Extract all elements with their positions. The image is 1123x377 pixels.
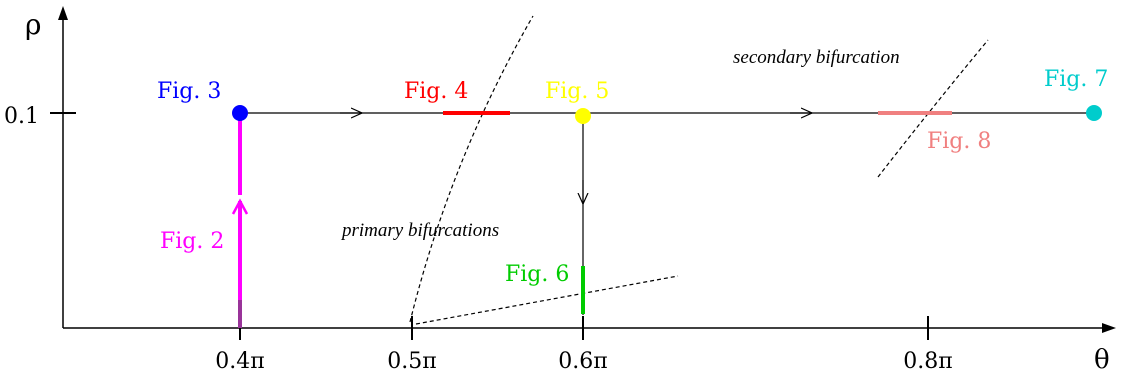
fig5-point (575, 108, 591, 124)
fig6-label: Fig. 6 (505, 262, 569, 287)
x-tick-label-0.4pi: 0.4π (215, 349, 264, 374)
fig5-label: Fig. 5 (545, 79, 609, 104)
fig4-label: Fig. 4 (404, 79, 468, 104)
y-tick-label-0.1: 0.1 (4, 104, 39, 129)
y-axis-label: ρ (25, 8, 41, 41)
primary-bifurcations-label: primary bifurcations (340, 220, 499, 241)
x-tick-label-0.5pi: 0.5π (387, 349, 436, 374)
fig3-point (232, 105, 248, 121)
primary-bifurcation-curve-lower (415, 275, 679, 325)
secondary-bifurcation-curve (877, 39, 989, 178)
x-axis-arrowhead (1102, 323, 1116, 333)
fig7-label: Fig. 7 (1044, 67, 1108, 92)
fig8-label: Fig. 8 (927, 129, 991, 154)
x-tick-label-0.6pi: 0.6π (558, 349, 607, 374)
fig2-label: Fig. 2 (160, 229, 224, 254)
primary-bifurcation-curve (409, 15, 534, 323)
x-tick-label-0.8pi: 0.8π (903, 349, 952, 374)
y-axis-arrowhead (58, 6, 68, 20)
fig2-arrowhead (231, 198, 249, 215)
fig7-point (1086, 105, 1102, 121)
fig2-segment-gap (237, 195, 243, 201)
x-axis-label: θ (1094, 345, 1110, 375)
fig3-label: Fig. 3 (157, 79, 221, 104)
secondary-bifurcation-label: secondary bifurcation (733, 47, 900, 68)
